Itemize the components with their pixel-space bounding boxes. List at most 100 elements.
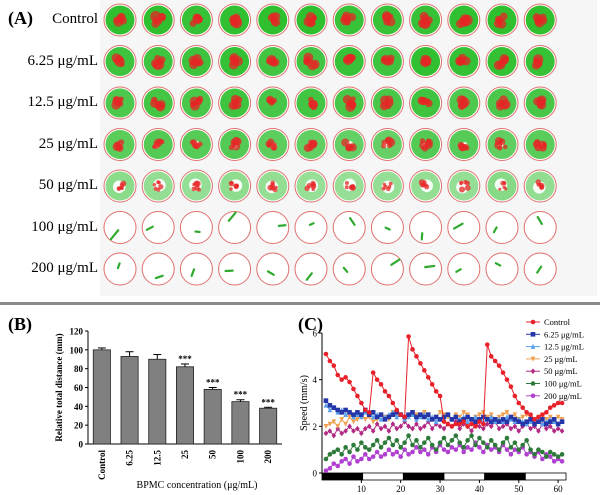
well	[485, 3, 519, 37]
track-red	[307, 139, 314, 146]
data-point	[425, 452, 431, 457]
data-point	[477, 423, 482, 430]
data-point	[441, 414, 447, 420]
data-point	[378, 445, 384, 450]
bar	[203, 388, 222, 445]
data-point	[425, 435, 431, 441]
well	[103, 211, 137, 244]
well-outline	[409, 211, 443, 244]
data-point	[500, 440, 506, 445]
data-point	[536, 447, 541, 452]
data-point	[481, 449, 486, 455]
data-point	[327, 358, 333, 364]
data-point	[410, 347, 415, 352]
well	[409, 128, 443, 161]
track-red	[498, 139, 503, 145]
well	[294, 86, 328, 120]
legend-entry: 50 μg/mL	[526, 366, 578, 376]
track-red	[345, 180, 349, 185]
data-point	[500, 417, 506, 422]
data-point	[555, 400, 561, 406]
well	[141, 252, 175, 286]
data-point	[374, 438, 380, 443]
well	[332, 169, 366, 203]
data-point	[492, 358, 498, 364]
y-axis-label: Speed (mm/s)	[299, 375, 310, 431]
y-tick-label: 0	[79, 440, 84, 450]
well	[141, 128, 175, 161]
data-point	[449, 417, 455, 422]
row-label: Control	[52, 11, 98, 27]
data-point	[547, 405, 553, 410]
data-point	[343, 456, 348, 462]
significance-label: ***	[178, 354, 192, 364]
data-point	[425, 416, 431, 422]
well	[103, 86, 137, 120]
track-red	[229, 187, 233, 191]
data-point	[516, 428, 522, 434]
track-red	[156, 180, 161, 185]
y-tick-label: 40	[74, 402, 84, 412]
track-fragment	[190, 268, 196, 277]
track-red	[534, 143, 543, 152]
data-point	[437, 423, 443, 430]
panel-a-well-plate: (A) Control 6.25 μg/mL 12.5 μg/mL 25 μg/mL 5…	[8, 3, 557, 286]
track-fragment	[452, 222, 464, 230]
data-point	[343, 421, 348, 427]
track-red	[188, 55, 199, 66]
legend-label: 50 μg/mL	[544, 366, 578, 376]
well	[485, 128, 519, 161]
x-tick-label: 20	[396, 484, 406, 494]
well	[447, 169, 481, 203]
data-point	[429, 442, 435, 448]
data-point	[362, 407, 368, 413]
series	[323, 334, 565, 429]
well	[294, 128, 328, 161]
series	[323, 440, 565, 473]
track-red	[308, 19, 316, 27]
well	[370, 128, 404, 161]
data-point	[406, 452, 411, 457]
track-red	[304, 185, 310, 192]
data-point	[359, 412, 364, 417]
well	[409, 169, 443, 203]
well-outline	[103, 211, 137, 244]
data-point	[469, 417, 474, 422]
data-point	[339, 417, 344, 423]
well	[409, 3, 443, 37]
data-point	[394, 410, 400, 415]
data-point	[422, 447, 427, 452]
well	[370, 252, 404, 286]
well	[294, 252, 328, 286]
data-point	[488, 438, 494, 443]
data-point	[492, 417, 498, 422]
data-point	[445, 421, 451, 427]
track-red	[381, 143, 387, 149]
well	[447, 128, 481, 161]
data-point	[335, 407, 341, 413]
well	[218, 3, 252, 37]
data-point	[422, 423, 427, 430]
well	[179, 45, 213, 78]
data-point	[429, 417, 435, 422]
data-point	[544, 425, 549, 432]
data-point	[347, 414, 352, 420]
track-red	[228, 180, 235, 187]
track-red	[230, 56, 237, 63]
track-red	[158, 56, 166, 64]
data-point	[461, 445, 466, 450]
data-point	[449, 438, 455, 443]
data-point	[544, 421, 549, 427]
data-point	[508, 425, 514, 432]
data-point	[359, 400, 364, 406]
track-red	[460, 97, 470, 108]
data-point	[414, 438, 419, 443]
track-red	[116, 186, 122, 191]
track-red	[421, 144, 429, 152]
well-outline	[332, 211, 366, 244]
track-red	[310, 180, 316, 187]
track-red	[419, 182, 426, 188]
legend-entry: 25 μg/mL	[526, 354, 578, 364]
data-point	[414, 445, 419, 450]
data-point	[461, 417, 466, 422]
